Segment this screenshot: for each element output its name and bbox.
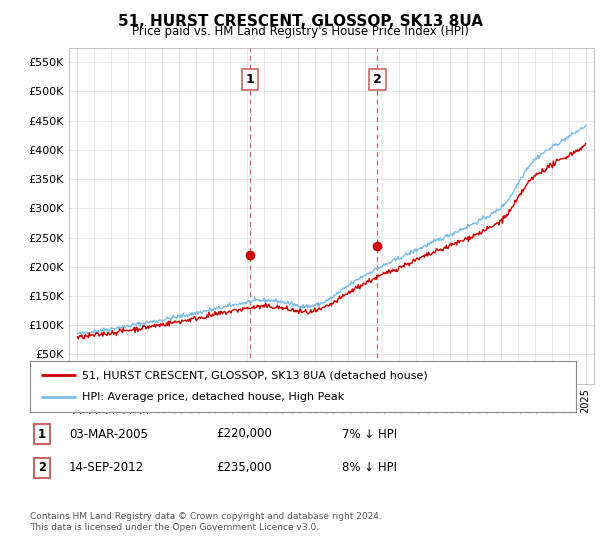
Text: 51, HURST CRESCENT, GLOSSOP, SK13 8UA: 51, HURST CRESCENT, GLOSSOP, SK13 8UA <box>118 14 482 29</box>
Text: 03-MAR-2005: 03-MAR-2005 <box>69 427 148 441</box>
Text: 51, HURST CRESCENT, GLOSSOP, SK13 8UA (detached house): 51, HURST CRESCENT, GLOSSOP, SK13 8UA (d… <box>82 370 428 380</box>
Text: 2: 2 <box>38 461 46 474</box>
Text: 2: 2 <box>373 73 382 86</box>
Text: £235,000: £235,000 <box>216 461 272 474</box>
Text: 14-SEP-2012: 14-SEP-2012 <box>69 461 144 474</box>
Text: 1: 1 <box>245 73 254 86</box>
Text: HPI: Average price, detached house, High Peak: HPI: Average price, detached house, High… <box>82 393 344 403</box>
Text: Price paid vs. HM Land Registry's House Price Index (HPI): Price paid vs. HM Land Registry's House … <box>131 25 469 38</box>
Text: £220,000: £220,000 <box>216 427 272 441</box>
Text: 1: 1 <box>38 427 46 441</box>
Text: 8% ↓ HPI: 8% ↓ HPI <box>342 461 397 474</box>
Text: Contains HM Land Registry data © Crown copyright and database right 2024.
This d: Contains HM Land Registry data © Crown c… <box>30 512 382 532</box>
Text: 7% ↓ HPI: 7% ↓ HPI <box>342 427 397 441</box>
